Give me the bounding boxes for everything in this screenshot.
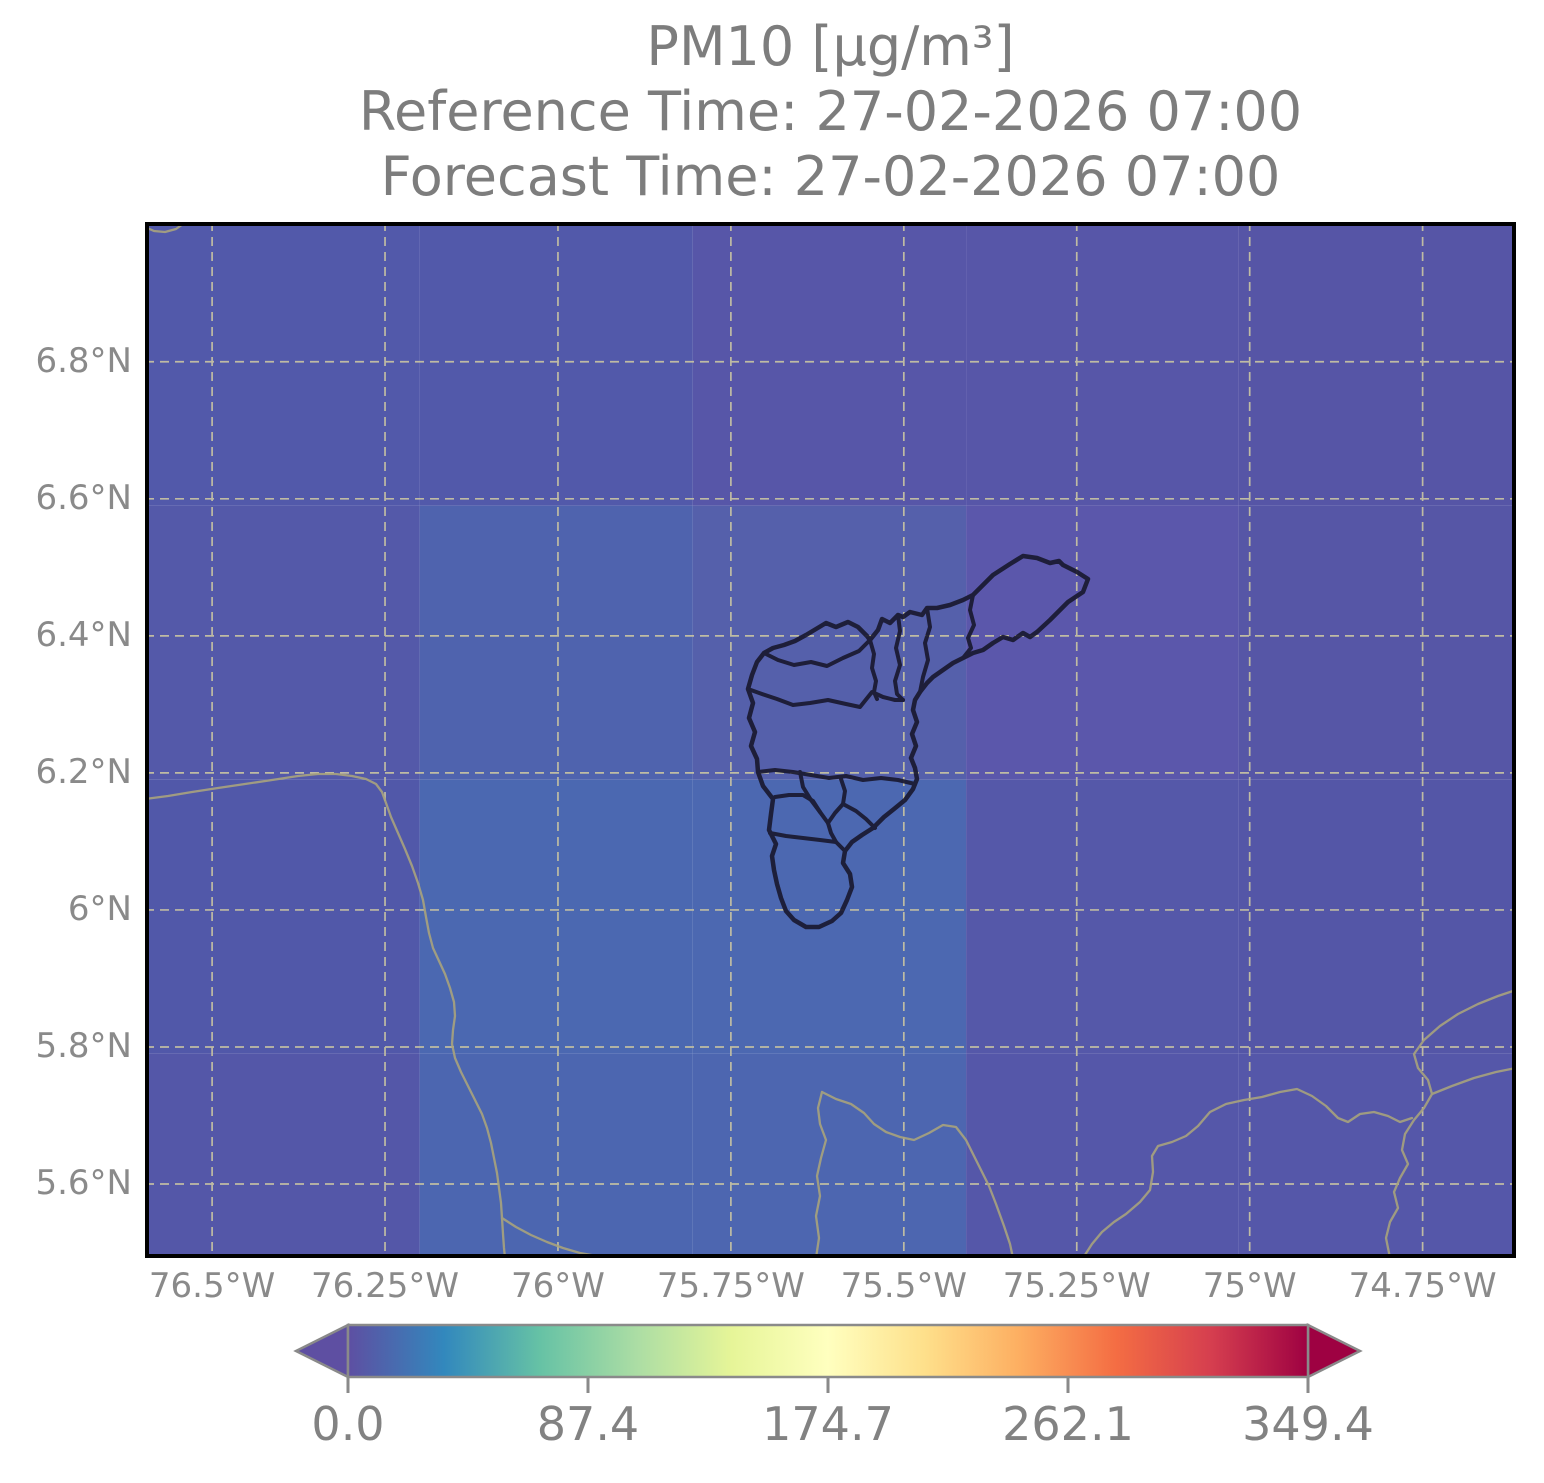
pm10-cell bbox=[1238, 505, 1516, 780]
title-forecast-time: Forecast Time: 27-02-2026 07:00 bbox=[380, 145, 1281, 208]
lon-tick-label: 74.75°W bbox=[1348, 1266, 1497, 1306]
colorbar-under-arrow bbox=[293, 1322, 350, 1380]
pm10-cell bbox=[1238, 779, 1516, 1054]
department-boundary-west bbox=[145, 772, 507, 1258]
lon-tick-label: 75.25°W bbox=[1002, 1266, 1151, 1306]
lon-tick-label: 75.75°W bbox=[656, 1266, 805, 1306]
pm10-cell bbox=[419, 505, 693, 780]
map-frame bbox=[145, 222, 1516, 1258]
lat-tick-label: 6.2°N bbox=[35, 751, 132, 792]
colorbar-tick-labels: 0.0 87.4 174.7 262.1 349.4 bbox=[311, 1397, 1373, 1451]
lon-tick-label: 76°W bbox=[511, 1266, 605, 1306]
lon-tick-label: 76.5°W bbox=[148, 1266, 276, 1306]
lat-tick-label: 5.6°N bbox=[35, 1163, 132, 1203]
title-variable: PM10 [µg/m³] bbox=[646, 15, 1015, 78]
pm10-cell bbox=[145, 505, 420, 780]
pm10-cell bbox=[966, 505, 1239, 780]
pm10-cell bbox=[1238, 1053, 1516, 1258]
municipality-boundaries bbox=[745, 553, 1091, 930]
pm10-cell bbox=[692, 1053, 967, 1258]
plot-title: PM10 [µg/m³] Reference Time: 27-02-2026 … bbox=[145, 14, 1516, 209]
colorbar-over-arrow bbox=[1306, 1322, 1363, 1380]
pm10-cell bbox=[966, 222, 1239, 506]
pm10-cell bbox=[966, 1053, 1239, 1258]
lat-tick-label: 6.6°N bbox=[35, 477, 132, 518]
department-boundary-east-branch bbox=[1430, 1066, 1516, 1096]
graticule-gridlines bbox=[145, 222, 1516, 1258]
municipality-outer-boundary bbox=[745, 553, 1091, 930]
pm10-heatmap-cells bbox=[145, 222, 1516, 1258]
colorbar-ticks bbox=[346, 1377, 1310, 1393]
lat-tick-label: 6°N bbox=[67, 888, 132, 929]
department-boundary-south bbox=[820, 1090, 1015, 1258]
lat-tick-label: 6.4°N bbox=[35, 614, 132, 655]
municipality-inner-borders bbox=[746, 593, 976, 853]
lat-tick-label: 6.8°N bbox=[35, 340, 132, 381]
colorbar-tick-label: 87.4 bbox=[537, 1397, 639, 1451]
colorbar-tick-label: 349.4 bbox=[1242, 1397, 1374, 1451]
pm10-cell bbox=[145, 222, 420, 506]
pm10-cell bbox=[692, 505, 967, 780]
colorbar: 0.0 87.4 174.7 262.1 349.4 bbox=[0, 1300, 1544, 1479]
pm10-cell bbox=[145, 1053, 420, 1258]
pm10-cell bbox=[145, 779, 420, 1054]
department-boundary-south-branch bbox=[814, 1090, 828, 1258]
department-boundaries bbox=[145, 222, 1516, 1258]
pm10-cell bbox=[419, 1053, 693, 1258]
department-boundary-east bbox=[1384, 988, 1516, 1258]
pm10-cell bbox=[419, 779, 693, 1054]
lon-tick-label: 75°W bbox=[1202, 1266, 1297, 1306]
title-reference-time: Reference Time: 27-02-2026 07:00 bbox=[358, 80, 1303, 143]
lat-tick-label: 5.8°N bbox=[35, 1025, 132, 1066]
map-canvas bbox=[145, 222, 1516, 1258]
colorbar-gradient-bar bbox=[346, 1323, 1310, 1379]
lon-tick-label: 75.5°W bbox=[840, 1266, 967, 1306]
department-boundary-southeast bbox=[1081, 1087, 1414, 1258]
colorbar-tick-label: 174.7 bbox=[762, 1397, 894, 1451]
pm10-cell bbox=[1238, 222, 1516, 506]
pm10-cell bbox=[419, 222, 693, 506]
colorbar-tick-label: 0.0 bbox=[311, 1397, 384, 1451]
pm10-cell bbox=[966, 779, 1239, 1054]
pm10-cell bbox=[692, 222, 967, 506]
colorbar-tick-label: 262.1 bbox=[1002, 1397, 1134, 1451]
lon-tick-label: 76.25°W bbox=[311, 1266, 459, 1306]
